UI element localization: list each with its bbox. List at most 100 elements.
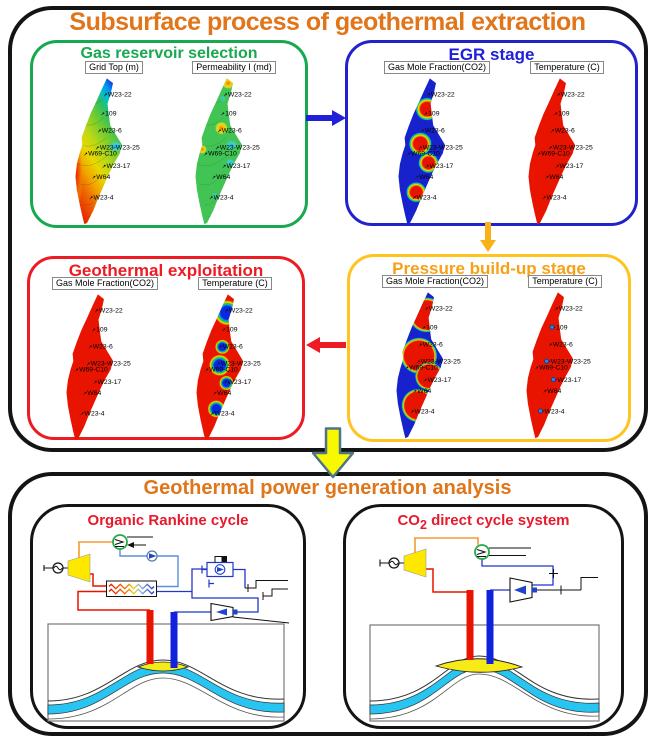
co2-cycle-title: CO2 direct cycle system: [397, 512, 570, 532]
turbine-icon: [67, 553, 91, 583]
svg-text:109: 109: [558, 111, 570, 118]
geo-temp-label: Temperature (C): [198, 277, 272, 290]
turbine-icon: [403, 548, 427, 578]
permeability-figure: Permeability I (md) W23-22 109 W23-6 W23-W2…: [173, 57, 295, 228]
svg-text:W23-4: W23-4: [417, 194, 437, 201]
caprock-line: [369, 655, 600, 702]
geothermal-exploitation-box: Geothermal exploitation Gas Mole Fractio…: [27, 256, 305, 441]
aquifer-layer: [47, 663, 285, 715]
grid-top-figure: Grid Top (m) W23-22 109 W23-6 W23-W23-25 W69…: [53, 57, 175, 228]
svg-text:W23-6: W23-6: [423, 342, 443, 349]
pbu-temp-label: Temperature (C): [528, 275, 602, 288]
svg-text:109: 109: [556, 325, 568, 332]
svg-text:W69-C10: W69-C10: [409, 365, 438, 372]
injection-point-dots: [537, 324, 556, 414]
grid-top-label: Grid Top (m): [85, 61, 143, 74]
ground-cross-section: [47, 623, 285, 722]
egr-stage-box: EGR stage Gas Mole Fraction(CO2) W23-22 1…: [345, 40, 638, 226]
egr-co2-label: Gas Mole Fraction(CO2): [383, 61, 491, 74]
svg-text:W23-4: W23-4: [215, 410, 235, 417]
svg-text:W23-4: W23-4: [94, 194, 114, 201]
svg-text:W23-W23-25: W23-W23-25: [221, 361, 261, 368]
ground-cross-section: [369, 624, 600, 722]
geo-temp-figure: Temperature (C) W23-22 109 W23-6 W23-W23-25…: [174, 273, 296, 444]
svg-text:W23-6: W23-6: [222, 128, 242, 135]
svg-text:109: 109: [426, 325, 438, 332]
svg-text:W69-C10: W69-C10: [541, 151, 570, 158]
arrow-egr-to-pressure: [480, 222, 496, 252]
svg-text:109: 109: [96, 327, 108, 334]
geo-co2-figure: Gas Mole Fraction(CO2) W23-22 109 W23-6 W23…: [44, 273, 166, 444]
geo-co2-label: Gas Mole Fraction(CO2): [51, 277, 159, 290]
heat-exchanger-icon: [106, 580, 157, 597]
svg-text:W23-4: W23-4: [214, 194, 234, 201]
svg-text:W23-W23-25: W23-W23-25: [421, 359, 461, 366]
permeability-label: Permeability I (md): [192, 61, 276, 74]
top-section-title: Subsurface process of geothermal extract…: [69, 8, 586, 36]
co2-surface-plant: [379, 537, 598, 603]
pressure-title: Pressure build-up stage: [392, 259, 586, 278]
egr-temp-figure: Temperature (C) W23-22 109 W23-6 W23-W23-25…: [506, 57, 628, 228]
svg-text:W23-22: W23-22: [229, 307, 253, 314]
compressor-icon: [509, 577, 537, 603]
svg-text:W69-C10: W69-C10: [88, 151, 117, 158]
svg-text:W23-22: W23-22: [431, 91, 455, 98]
svg-text:W23-22: W23-22: [228, 91, 252, 98]
svg-text:W23-22: W23-22: [561, 91, 585, 98]
svg-text:W23-17: W23-17: [98, 379, 122, 386]
svg-text:W23-22: W23-22: [559, 305, 583, 312]
svg-text:W64: W64: [96, 174, 110, 181]
co2-cycle-schematic: [369, 537, 600, 722]
svg-text:W23-17: W23-17: [430, 163, 454, 170]
svg-text:W23-17: W23-17: [428, 377, 452, 384]
svg-text:W23-W23-25: W23-W23-25: [551, 359, 591, 366]
cooling-lines: [232, 580, 290, 624]
valve-lines: [537, 569, 598, 595]
generator-icon: [43, 562, 68, 574]
svg-text:W64: W64: [87, 390, 101, 397]
arrow-subsurface-to-power: [311, 427, 355, 479]
svg-text:109: 109: [225, 111, 237, 118]
svg-text:W23-4: W23-4: [415, 408, 435, 415]
svg-text:W23-17: W23-17: [558, 377, 582, 384]
injection-pipe: [77, 590, 150, 611]
egr-co2-figure: Gas Mole Fraction(CO2) W23-22 109 W23-6 W23…: [376, 57, 498, 228]
svg-text:W23-17: W23-17: [560, 163, 584, 170]
svg-text:W23-4: W23-4: [547, 194, 567, 201]
svg-text:W23-W23-25: W23-W23-25: [423, 145, 463, 152]
production-pipe: [426, 568, 468, 593]
svg-text:W64: W64: [549, 174, 563, 181]
svg-text:W23-17: W23-17: [227, 163, 251, 170]
pbu-co2-label: Gas Mole Fraction(CO2): [381, 275, 489, 288]
hot-co2-pipe: [414, 537, 479, 553]
arrow-gas-to-egr: [306, 110, 346, 126]
generator-icon: [379, 557, 404, 569]
svg-text:W64: W64: [547, 388, 561, 395]
hot-vapor-pipe: [78, 541, 113, 558]
svg-text:W23-W23-25: W23-W23-25: [91, 361, 131, 368]
svg-text:W23-W23-25: W23-W23-25: [100, 145, 140, 152]
svg-text:W23-22: W23-22: [429, 305, 453, 312]
svg-text:W23-6: W23-6: [553, 342, 573, 349]
motor-valve-icon: [206, 556, 234, 578]
svg-text:109: 109: [226, 327, 238, 334]
caprock-line: [47, 659, 285, 702]
compressor-icon: [210, 602, 238, 622]
orc-surface-plant: [43, 534, 290, 624]
svg-text:W23-W23-25: W23-W23-25: [220, 145, 260, 152]
svg-text:W23-4: W23-4: [545, 408, 565, 415]
lower-stratum-line: [47, 677, 285, 720]
lower-stratum-line: [369, 673, 600, 720]
